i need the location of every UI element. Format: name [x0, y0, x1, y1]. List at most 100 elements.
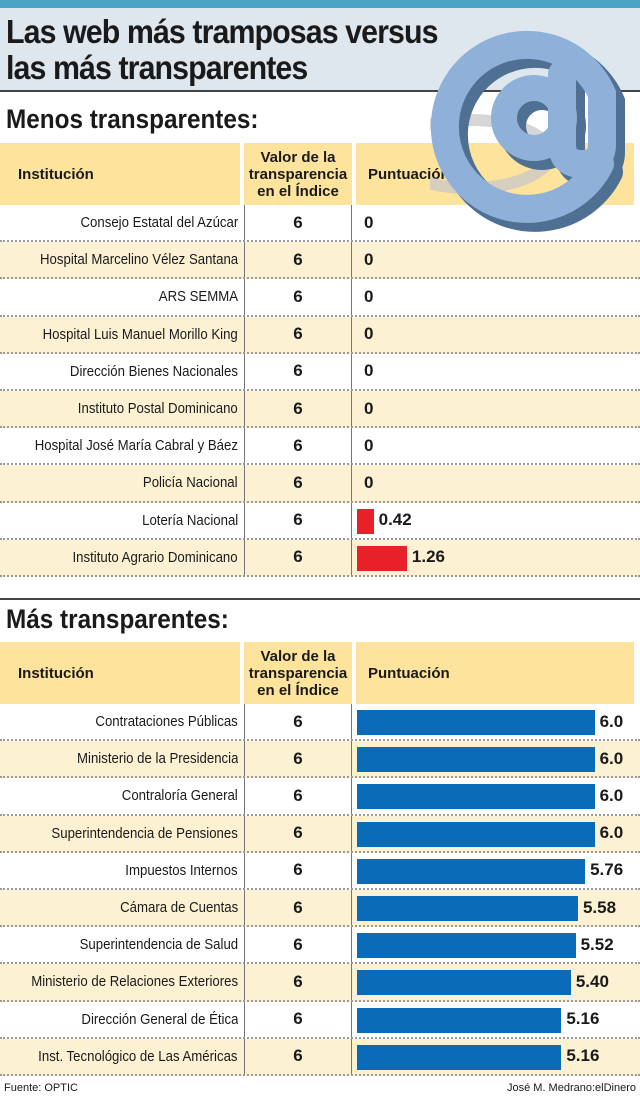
index-value: 6 — [244, 539, 352, 575]
institution-name: Superintendencia de Salud — [79, 936, 238, 954]
index-value: 6 — [244, 889, 352, 926]
institution-cell: Ministerio de la Presidencia — [0, 741, 238, 776]
score-bar — [357, 970, 571, 996]
table-row: Superintendencia de Pensiones 6 6.0 — [0, 815, 640, 853]
institution-cell: Inst. Tecnológico de Las Américas — [0, 1039, 238, 1074]
score-label: 5.16 — [566, 1046, 600, 1066]
score-bar — [357, 858, 586, 884]
table-row: Consejo Estatal del Azúcar 6 0 — [0, 205, 640, 243]
institution-name: ARS SEMMA — [158, 288, 238, 306]
score-label: 6.0 — [599, 711, 624, 731]
institution-name: Policía Nacional — [143, 474, 238, 492]
table-row: Ministerio de la Presidencia 6 6.0 — [0, 741, 640, 779]
index-value: 6 — [244, 1001, 352, 1037]
institution-cell: Contrataciones Públicas — [0, 704, 238, 739]
institution-cell: Lotería Nacional — [0, 503, 238, 538]
index-value: 6 — [244, 778, 352, 814]
index-value: 6 — [244, 852, 352, 888]
index-value: 6 — [244, 964, 352, 1000]
score-label: 6.0 — [599, 785, 624, 805]
score-bar — [357, 710, 595, 735]
page-title: Las web más tramposas versus las más tra… — [6, 14, 438, 86]
index-value: 6 — [244, 242, 352, 278]
index-value: 6 — [244, 316, 352, 352]
institution-name: Superintendencia de Pensiones — [51, 824, 238, 842]
institution-cell: Hospital José María Cabral y Báez — [0, 428, 238, 463]
index-value: 6 — [244, 279, 352, 315]
index-value: 6 — [244, 205, 352, 241]
institution-cell: Cámara de Cuentas — [0, 890, 238, 925]
title-line-2: las más transparentes — [6, 49, 308, 86]
score-label: 0.42 — [378, 510, 412, 530]
institution-name: Contraloría General — [122, 787, 238, 805]
score-label: 5.52 — [580, 934, 614, 954]
index-value: 6 — [244, 1038, 352, 1074]
index-value: 6 — [244, 927, 352, 963]
institution-cell: Ministerio de Relaciones Exteriores — [0, 964, 238, 999]
score-label: 0 — [364, 212, 374, 232]
institution-cell: Consejo Estatal del Azúcar — [0, 205, 238, 240]
score-label: 5.16 — [566, 1009, 600, 1029]
divider — [0, 598, 640, 600]
index-value: 6 — [244, 815, 352, 851]
score-label: 5.76 — [590, 860, 624, 880]
score-label: 0 — [364, 435, 374, 455]
score-label: 0 — [364, 249, 374, 269]
score-bar — [357, 1044, 562, 1070]
table-row: Contraloría General 6 6.0 — [0, 778, 640, 816]
table-row: Dirección Bienes Nacionales 6 0 — [0, 353, 640, 391]
institution-name: Ministerio de la Presidencia — [76, 750, 238, 768]
score-label: 0 — [364, 324, 374, 344]
institution-name: Hospital Luis Manuel Morillo King — [42, 325, 238, 343]
institution-name: Cámara de Cuentas — [119, 899, 238, 917]
institution-name: Inst. Tecnológico de Las Américas — [38, 1047, 238, 1065]
column-header: Valor de la transparencia en el Índice — [244, 143, 352, 205]
institution-name: Contrataciones Públicas — [95, 713, 238, 731]
top-bar — [0, 0, 640, 8]
table-row: Hospital Luis Manuel Morillo King 6 0 — [0, 316, 640, 354]
score-bar — [357, 747, 595, 773]
index-value: 6 — [244, 704, 352, 740]
column-header: Valor de la transparencia en el Índice — [244, 642, 352, 704]
institution-cell: Policía Nacional — [0, 465, 238, 500]
score-label: 0 — [364, 398, 374, 418]
table-high-transparency: Institución Valor de la transparencia en … — [0, 642, 640, 1076]
score-bar — [357, 784, 595, 810]
index-value: 6 — [244, 390, 352, 427]
institution-name: Hospital José María Cabral y Báez — [34, 437, 238, 455]
score-label: 1.26 — [411, 547, 445, 567]
institution-cell: Dirección Bienes Nacionales — [0, 354, 238, 389]
column-header: Institución — [0, 143, 240, 205]
column-header: Puntuación — [356, 642, 634, 704]
institution-cell: ARS SEMMA — [0, 279, 238, 314]
table-row: Dirección General de Ética 6 5.16 — [0, 1001, 640, 1039]
institution-cell: Superintendencia de Pensiones — [0, 816, 238, 851]
score-bar — [357, 545, 407, 571]
index-value: 6 — [244, 428, 352, 464]
score-label: 0 — [364, 361, 374, 381]
table-row: Cámara de Cuentas 6 5.58 — [0, 889, 640, 928]
institution-name: Instituto Postal Dominicano — [78, 400, 238, 418]
section-title-high: Más transparentes: — [6, 604, 229, 634]
table-row: Lotería Nacional 6 0.42 — [0, 502, 640, 540]
table-row: Hospital José María Cabral y Báez 6 0 — [0, 428, 640, 466]
institution-cell: Contraloría General — [0, 778, 238, 813]
table-row: Impuestos Internos 6 5.76 — [0, 852, 640, 890]
table-header: Institución Valor de la transparencia en … — [0, 642, 640, 704]
score-bar — [357, 821, 595, 847]
table-row: Instituto Agrario Dominicano 6 1.26 — [0, 539, 640, 577]
table-row: Contrataciones Públicas 6 6.0 — [0, 704, 640, 742]
institution-cell: Dirección General de Ética — [0, 1002, 238, 1037]
title-line-1: Las web más tramposas versus — [6, 13, 438, 50]
table-row: Superintendencia de Salud 6 5.52 — [0, 927, 640, 965]
score-label: 0 — [364, 286, 374, 306]
institution-cell: Hospital Luis Manuel Morillo King — [0, 317, 238, 352]
score-bar — [357, 895, 578, 921]
score-bar — [357, 933, 576, 959]
score-bar — [357, 508, 374, 534]
at-sign-icon — [430, 30, 625, 232]
score-label: 5.40 — [575, 971, 609, 991]
section-title-low: Menos transparentes: — [6, 104, 259, 134]
institution-name: Lotería Nacional — [141, 511, 238, 529]
institution-cell: Instituto Agrario Dominicano — [0, 540, 238, 575]
